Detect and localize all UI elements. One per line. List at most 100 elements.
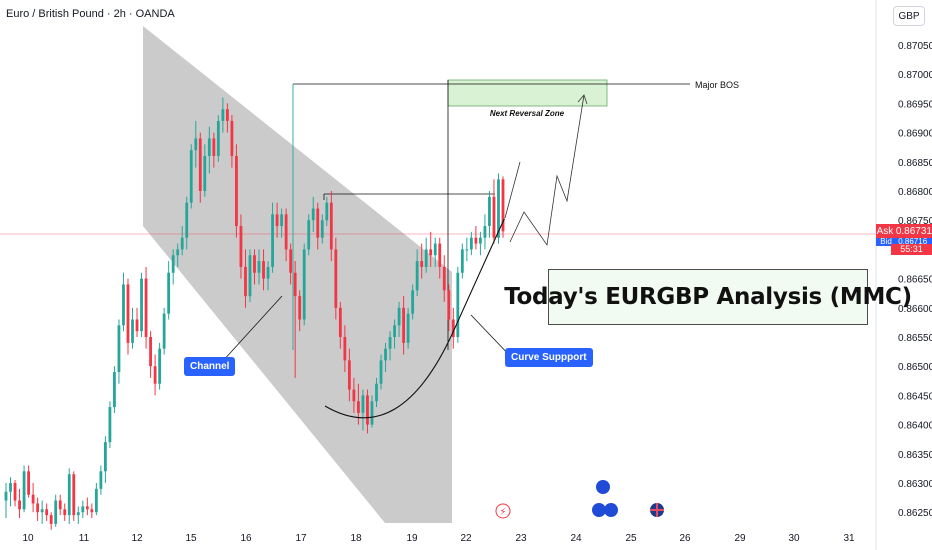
candle-down xyxy=(235,155,238,227)
y-tick-label: 0.86750 xyxy=(898,216,932,227)
candle-up xyxy=(207,138,211,156)
candle-down xyxy=(329,202,333,250)
candle-up xyxy=(176,249,180,256)
y-tick-label: 0.86500 xyxy=(898,362,932,373)
candle-down xyxy=(126,284,130,343)
y-tick-label: 0.86650 xyxy=(898,275,932,286)
candle-up xyxy=(185,202,189,238)
candle-up xyxy=(375,383,378,402)
candle-up xyxy=(406,313,410,343)
candle-up xyxy=(271,214,274,267)
candle-up xyxy=(54,500,58,524)
bar-countdown: 55:31 xyxy=(891,244,932,255)
candle-down xyxy=(293,272,297,297)
candle-up xyxy=(483,226,487,238)
chart-title: Euro / British Pound · 2h · OANDA xyxy=(6,8,175,20)
candle-down xyxy=(501,179,505,232)
x-tick-label: 16 xyxy=(240,533,252,544)
candle-up xyxy=(103,442,107,472)
eu-flag-icon[interactable] xyxy=(592,503,606,517)
candle-down xyxy=(442,266,446,291)
candle-down xyxy=(153,366,157,384)
economic-events[interactable]: ⚡ xyxy=(495,480,664,519)
x-tick-label: 12 xyxy=(131,533,143,544)
candle-up xyxy=(311,208,315,221)
time-axis[interactable]: 10 11 12 15 16 17 18 19 22 23 24 25 26 29 30 31 xyxy=(22,533,855,544)
y-tick-label: 0.86250 xyxy=(898,508,932,519)
candle-up xyxy=(488,196,491,227)
candle-up xyxy=(81,506,85,513)
currency-button[interactable]: GBP xyxy=(893,6,925,26)
candle-down xyxy=(284,214,288,250)
candle-down xyxy=(289,249,293,273)
candle-up xyxy=(113,372,116,408)
candle-down xyxy=(135,319,139,332)
candle-up xyxy=(203,155,207,191)
candle-up xyxy=(180,237,184,250)
price-axis[interactable]: 0.87050 0.87000 0.86950 0.86900 0.86850 0.868… xyxy=(898,41,932,519)
candle-down xyxy=(31,494,35,504)
x-tick-label: 18 xyxy=(350,533,362,544)
y-tick-label: 0.86450 xyxy=(898,391,932,402)
eu-flag-icon[interactable] xyxy=(604,503,618,517)
candle-up xyxy=(424,249,428,267)
x-tick-label: 30 xyxy=(788,533,800,544)
candle-up xyxy=(9,483,12,492)
channel-callout: Channel xyxy=(184,357,236,376)
ask-value: 0.86731 xyxy=(895,225,932,237)
candle-up xyxy=(162,313,166,349)
candle-down xyxy=(225,109,229,121)
lightning-glyph: ⚡ xyxy=(499,507,506,518)
candle-down xyxy=(447,290,451,320)
candle-down xyxy=(357,401,360,413)
candle-down xyxy=(58,500,62,510)
candle-up xyxy=(415,261,419,291)
eu-flag-icon[interactable] xyxy=(596,480,610,494)
uk-flag-cross-icon xyxy=(650,503,664,517)
reversal-zone-label: Next Reversal Zone xyxy=(490,109,565,118)
candle-up xyxy=(497,179,500,238)
candle-down xyxy=(366,395,369,425)
candle-up xyxy=(158,348,162,384)
bid-value: 0.86716 xyxy=(898,238,928,246)
candle-down xyxy=(144,278,148,337)
candle-down xyxy=(347,360,351,390)
candle-up xyxy=(67,474,71,516)
candle-down xyxy=(420,261,424,267)
x-tick-label: 24 xyxy=(570,533,582,544)
candle-up xyxy=(379,360,383,384)
candle-down xyxy=(352,389,356,402)
candle-down xyxy=(85,506,89,510)
candle-up xyxy=(189,150,193,203)
candle-down xyxy=(27,471,30,495)
candle-up xyxy=(40,509,44,513)
bid-price-tag: Bid 0.86716 xyxy=(876,238,932,246)
y-tick-label: 0.86900 xyxy=(898,129,932,140)
y-tick-label: 0.86800 xyxy=(898,187,932,198)
candle-down xyxy=(253,255,256,273)
ask-price-tag: Ask 0.86731 xyxy=(876,224,932,238)
channel-pointer xyxy=(221,295,283,363)
candle-down xyxy=(474,237,478,244)
x-tick-label: 26 xyxy=(679,533,691,544)
candle-down xyxy=(239,226,243,267)
descending-channel xyxy=(143,26,452,523)
x-tick-label: 22 xyxy=(460,533,472,544)
candle-up xyxy=(465,249,469,251)
candle-up xyxy=(370,401,374,425)
projection-path xyxy=(509,94,585,247)
candle-up xyxy=(320,220,324,238)
y-tick-label: 0.86550 xyxy=(898,333,932,344)
candle-up xyxy=(171,255,175,273)
candle-up xyxy=(307,220,311,250)
bid-label: Bid xyxy=(880,238,892,246)
x-tick-label: 31 xyxy=(843,533,855,544)
candle-down xyxy=(149,337,152,367)
candle-down xyxy=(402,307,406,343)
candle-down xyxy=(18,500,21,510)
candle-up xyxy=(325,202,329,221)
x-tick-label: 29 xyxy=(734,533,746,544)
lightning-event-icon[interactable] xyxy=(495,503,511,519)
candle-up xyxy=(393,325,396,337)
candle-up xyxy=(433,243,437,256)
